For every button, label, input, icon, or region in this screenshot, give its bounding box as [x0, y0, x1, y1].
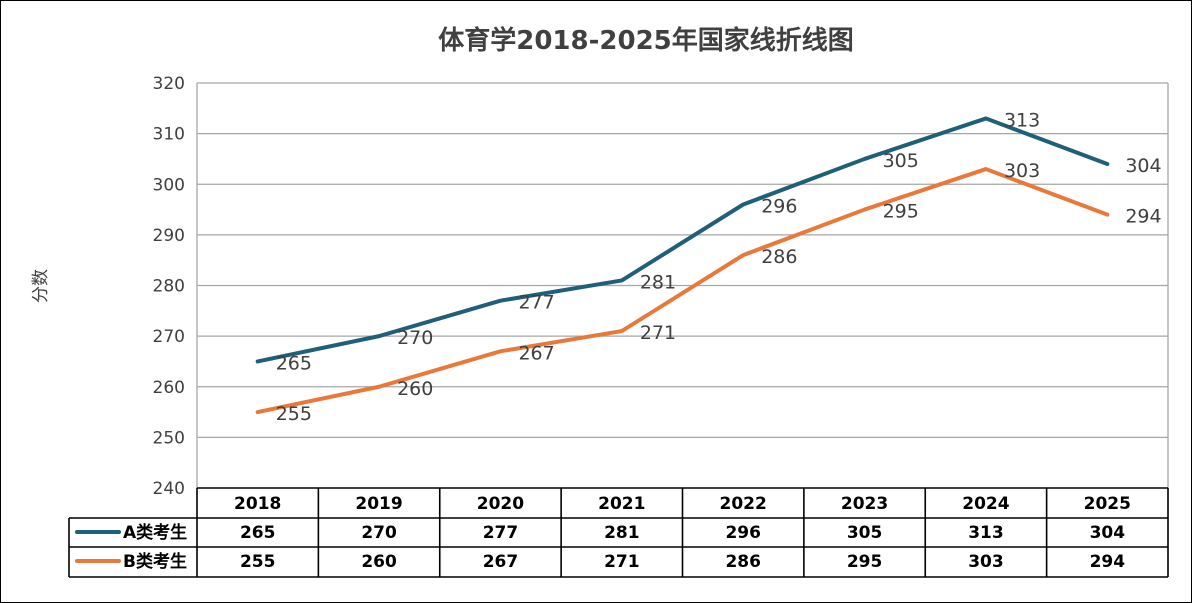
- y-axis-label: 分数: [31, 269, 51, 303]
- table-cell: 260: [361, 552, 397, 572]
- data-label: 294: [1125, 206, 1161, 228]
- series-line-a: [255, 116, 1110, 364]
- table-cell: 303: [968, 552, 1004, 572]
- x-tick-label: 2023: [841, 494, 888, 514]
- table-cell: 281: [604, 523, 640, 543]
- series-line-b: [255, 167, 1110, 415]
- x-tick-label: 2022: [720, 494, 767, 514]
- data-label: 304: [1125, 155, 1161, 177]
- table-cell: 286: [725, 552, 761, 572]
- legend-label: B类考生: [123, 551, 187, 572]
- grid-lines: [196, 82, 1169, 488]
- table-cell: 277: [483, 523, 519, 543]
- chart-title: 体育学2018-2025年国家线折线图: [438, 25, 854, 56]
- data-label: 303: [1004, 160, 1040, 182]
- y-tick-label: 300: [153, 175, 185, 195]
- y-tick-label: 320: [153, 74, 185, 94]
- table-cell: 267: [483, 552, 519, 572]
- y-axis-ticks: 240 250 260 270 280 290 300 310 320: [153, 74, 185, 499]
- table-cell: 313: [968, 523, 1004, 543]
- y-tick-label: 250: [153, 428, 185, 448]
- data-label: 260: [397, 378, 433, 400]
- y-tick-label: 240: [153, 479, 185, 499]
- data-label: 271: [640, 322, 676, 344]
- data-labels: 265 270 277 281 296 305 313 304 255 260 267 271 286 2…: [276, 109, 1162, 425]
- data-table: 2018 2019 2020 2021 2022 2023 2024 2025 A类考生 265 2…: [68, 487, 1169, 578]
- table-cell: 270: [361, 523, 397, 543]
- table-cell: 304: [1090, 523, 1126, 543]
- table-cell: 294: [1090, 552, 1126, 572]
- table-cell: 305: [847, 523, 883, 543]
- data-label: 296: [761, 196, 797, 218]
- data-label: 267: [518, 342, 554, 364]
- data-label: 286: [761, 246, 797, 268]
- table-cell: 295: [847, 552, 883, 572]
- data-label: 277: [518, 292, 554, 314]
- data-label: 270: [397, 327, 433, 349]
- data-label: 255: [276, 403, 312, 425]
- y-tick-label: 270: [153, 327, 185, 347]
- data-label: 265: [276, 352, 312, 374]
- data-label: 305: [883, 150, 919, 172]
- x-tick-label: 2025: [1084, 494, 1131, 514]
- table-cell: 255: [240, 552, 276, 572]
- x-tick-label: 2020: [477, 494, 524, 514]
- data-label: 313: [1004, 109, 1040, 131]
- x-tick-label: 2018: [234, 494, 281, 514]
- table-cell: 265: [240, 523, 276, 543]
- data-label: 295: [883, 201, 919, 223]
- table-cell: 271: [604, 552, 640, 572]
- table-cell: 296: [725, 523, 761, 543]
- y-tick-label: 310: [153, 125, 185, 145]
- series-lines: [255, 116, 1110, 415]
- y-tick-label: 280: [153, 277, 185, 297]
- data-label: 281: [640, 271, 676, 293]
- y-tick-label: 290: [153, 226, 185, 246]
- legend-label: A类考生: [123, 522, 187, 543]
- x-tick-label: 2024: [962, 494, 1009, 514]
- x-tick-label: 2021: [598, 494, 645, 514]
- x-tick-label: 2019: [355, 494, 402, 514]
- y-tick-label: 260: [153, 378, 185, 398]
